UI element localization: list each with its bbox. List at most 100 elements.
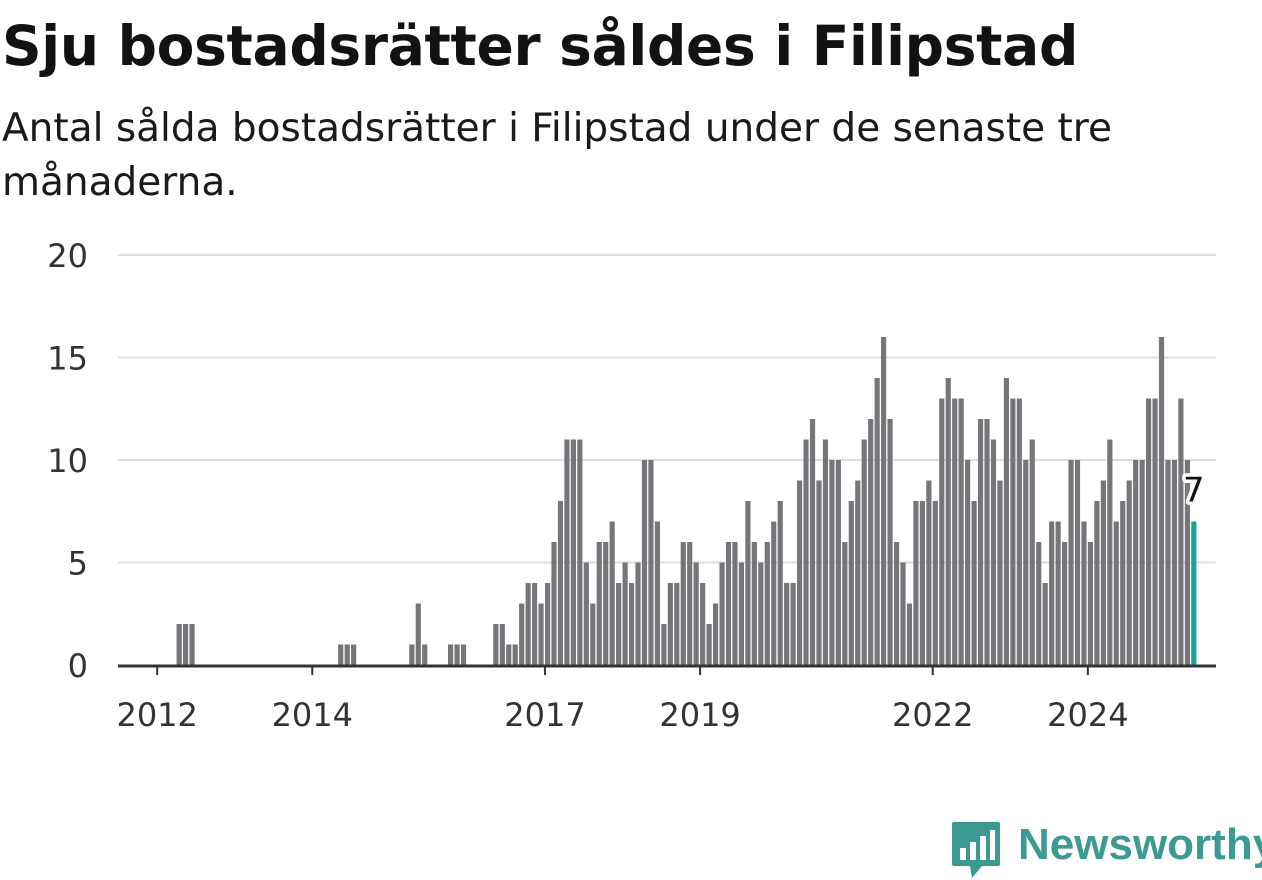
bar — [1062, 542, 1068, 665]
bar — [719, 562, 725, 665]
bar — [1158, 337, 1165, 665]
bar — [448, 644, 454, 665]
bar — [351, 644, 357, 665]
bar — [1152, 398, 1158, 665]
bars — [176, 337, 1197, 665]
bar — [454, 644, 460, 665]
y-tick-label: 0 — [68, 647, 88, 685]
bar — [1133, 460, 1139, 665]
bar — [1010, 398, 1016, 665]
bar — [1049, 521, 1055, 665]
bar — [590, 603, 596, 665]
bar — [519, 603, 525, 665]
bar — [1094, 501, 1100, 665]
bar — [1036, 542, 1042, 665]
chart-title: Sju bostadsrätter såldes i Filipstad — [2, 14, 1079, 78]
bar-latest — [1191, 521, 1197, 665]
bar — [344, 644, 350, 665]
bar — [1120, 501, 1126, 665]
bar — [557, 501, 564, 665]
bar — [622, 562, 628, 665]
bar — [532, 583, 538, 665]
y-tick-label: 5 — [68, 545, 88, 583]
newsworthy-logo: Newsworthy — [950, 818, 1262, 880]
bar — [809, 419, 816, 665]
bar — [1074, 460, 1081, 665]
y-tick-label: 15 — [47, 340, 88, 378]
bar — [1087, 542, 1094, 665]
bar — [596, 542, 602, 665]
bar — [1100, 480, 1106, 665]
bar — [977, 419, 984, 665]
bar — [1107, 439, 1113, 665]
bar — [460, 644, 467, 665]
brand-name: Newsworthy — [1018, 820, 1262, 869]
bar — [835, 460, 841, 665]
bar — [945, 378, 951, 665]
bar — [790, 583, 796, 665]
bar — [538, 603, 544, 665]
bar — [984, 419, 990, 665]
bar — [758, 562, 764, 665]
bar — [1171, 460, 1178, 665]
y-axis-ticks: 0 5 10 15 20 — [47, 237, 88, 685]
x-tick-label: 2017 — [504, 696, 585, 734]
bar — [803, 439, 809, 665]
bar — [654, 521, 660, 665]
bar — [1178, 398, 1184, 665]
bar — [1023, 460, 1029, 665]
x-tick-label: 2019 — [659, 696, 740, 734]
bar — [1139, 460, 1145, 665]
bar — [732, 542, 738, 665]
bar — [829, 460, 835, 665]
x-tick-label: 2014 — [272, 696, 353, 734]
bar — [635, 562, 641, 665]
bar — [687, 542, 693, 665]
bar — [189, 624, 195, 665]
bar — [577, 439, 583, 665]
bar — [822, 439, 829, 665]
bar — [409, 644, 415, 665]
bar — [990, 439, 997, 665]
bar-chart-speech-bubble-icon — [952, 822, 1000, 878]
bar — [338, 644, 344, 665]
bar — [493, 624, 499, 665]
bar — [1042, 583, 1048, 665]
bar — [1055, 521, 1061, 665]
bar — [777, 501, 783, 665]
bar — [926, 480, 932, 665]
bar — [855, 480, 861, 665]
bar — [544, 583, 551, 665]
bar — [816, 480, 822, 665]
bar — [183, 624, 189, 665]
y-tick-label: 10 — [47, 442, 88, 480]
bar — [525, 583, 531, 665]
y-tick-label: 20 — [47, 237, 88, 275]
bar — [1081, 521, 1087, 665]
bar — [499, 624, 505, 665]
bar — [680, 542, 686, 665]
latest-value-label: 7 — [1183, 471, 1205, 511]
bar — [848, 501, 854, 665]
bar — [603, 542, 609, 665]
x-tick-label: 2024 — [1047, 696, 1128, 734]
bar — [958, 398, 964, 665]
bar — [784, 583, 790, 665]
bar — [971, 501, 977, 665]
bar — [842, 542, 848, 665]
bar — [952, 398, 958, 665]
bar — [771, 521, 777, 665]
bar — [874, 378, 880, 665]
bar — [583, 562, 589, 665]
bar — [1146, 398, 1152, 665]
bar — [751, 542, 757, 665]
data-labels: 7 — [1180, 467, 1209, 514]
bar — [939, 398, 945, 665]
bar — [932, 501, 938, 665]
bar — [415, 603, 421, 665]
chart-subtitle: Antal sålda bostadsrätter i Filipstad un… — [2, 106, 1112, 205]
bar — [422, 644, 428, 665]
bar — [1165, 460, 1171, 665]
bar — [648, 460, 654, 665]
bar — [506, 644, 512, 665]
